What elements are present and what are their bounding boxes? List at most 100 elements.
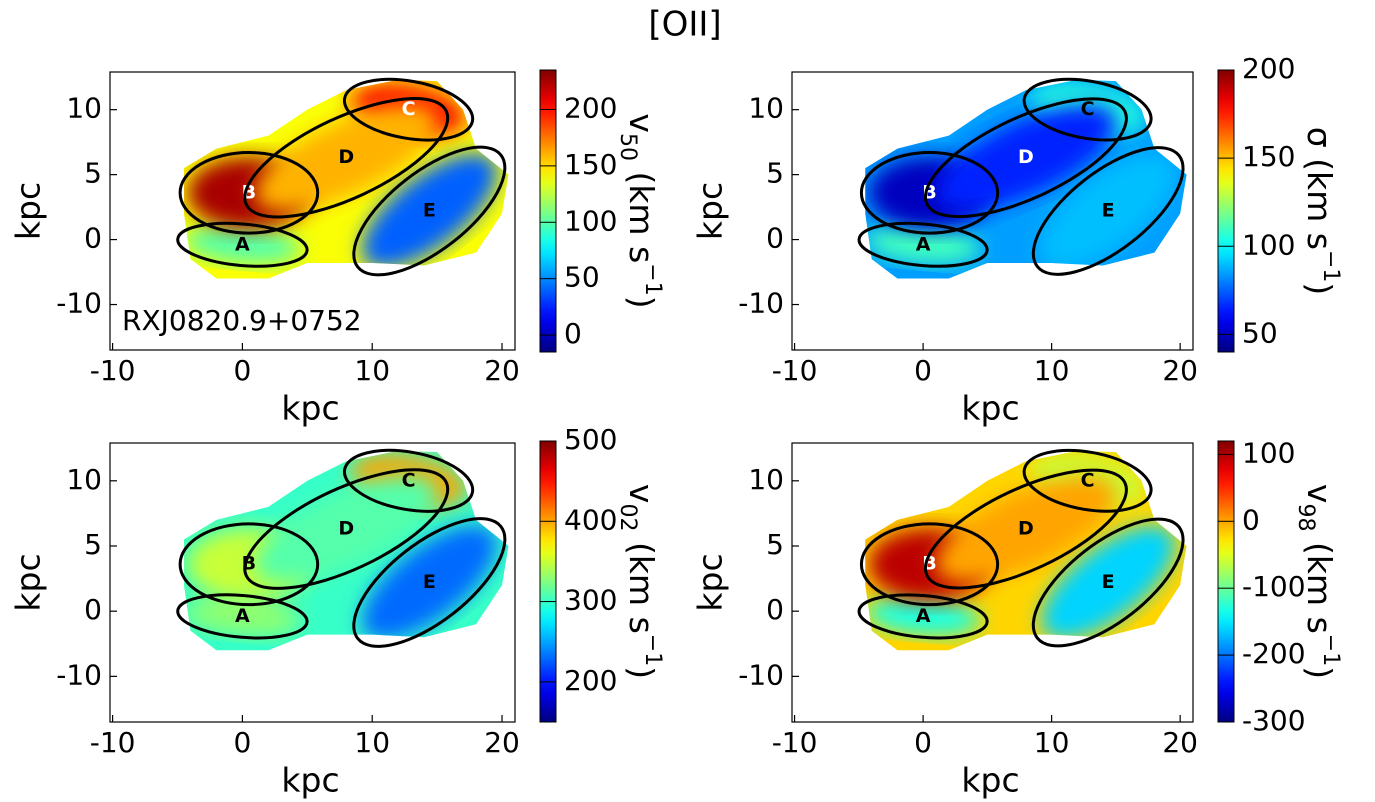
region-outline [176, 593, 309, 640]
colorbar-tick-label: 200 [564, 91, 617, 124]
region-outline [857, 221, 989, 268]
x-tick-label: -10 [772, 354, 818, 387]
region-fill [865, 597, 981, 636]
annotation: RXJ0820.9+0752 [122, 304, 362, 337]
y-tick-label: 5 [84, 528, 102, 561]
y-tick-label: -10 [56, 658, 102, 691]
colorbar-tick-label: 50 [1242, 316, 1278, 349]
region-label: A [916, 233, 931, 255]
region-label: C [1081, 98, 1095, 120]
colorbar-tick-label: 500 [564, 423, 617, 456]
colorbar-tick-label: 200 [1242, 52, 1295, 85]
region-outline [178, 151, 320, 235]
y-tick-label: -10 [56, 287, 102, 320]
region-outline [859, 522, 1000, 607]
region-outline [352, 145, 507, 277]
region-outline [243, 97, 450, 219]
x-tick-label: 0 [233, 354, 251, 387]
colorbar-label: v98 (km s−1) [1294, 484, 1344, 679]
region-fill [361, 525, 498, 640]
y-tick-label: 5 [84, 157, 102, 190]
region-fill [1040, 525, 1176, 640]
y-tick-label: 0 [766, 593, 784, 626]
x-tick-label: 20 [1162, 354, 1198, 387]
region-fill [361, 153, 498, 269]
y-tick-label: 5 [766, 157, 784, 190]
region-fill [254, 475, 438, 583]
x-tick-label: 10 [354, 354, 390, 387]
colorbar-tick-label: 150 [564, 148, 617, 181]
axes-frame [109, 71, 516, 351]
region-fill [184, 225, 301, 265]
colorbar-tick-label: 100 [1242, 436, 1295, 469]
region-outline [1022, 77, 1153, 142]
colorbar-tick-label: -300 [1242, 704, 1306, 737]
y-tick-label: 10 [66, 463, 102, 496]
colorbar-tick-label: 0 [564, 317, 582, 350]
region-outline [859, 151, 1000, 235]
region-outline [923, 97, 1128, 219]
y-tick-label: 0 [766, 222, 784, 255]
x-axis-label: kpc [961, 389, 1019, 428]
x-axis-label: kpc [281, 761, 339, 800]
y-tick-label: 10 [748, 92, 784, 125]
x-axis-label: kpc [281, 389, 339, 428]
region-outline [176, 221, 309, 268]
colorbar-tick-label: -100 [1242, 570, 1306, 603]
y-tick-label: -10 [738, 658, 784, 691]
y-tick-label: 5 [766, 528, 784, 561]
region-outline [1022, 448, 1153, 513]
region-label: A [916, 605, 931, 627]
colorbar-tick-label: -200 [1242, 637, 1306, 670]
axes-frame [791, 442, 1194, 723]
region-label: A [235, 233, 250, 255]
region-outline [1031, 517, 1185, 648]
x-tick-label: 0 [914, 726, 932, 759]
region-fill [1040, 153, 1176, 269]
region-label: D [1018, 146, 1034, 168]
axes-frame [109, 442, 516, 723]
x-tick-label: 0 [914, 354, 932, 387]
colorbar-label: v02 (km s−1) [616, 484, 666, 679]
colorbar-tick-label: 100 [1242, 228, 1295, 261]
region-label: E [423, 200, 436, 222]
region-outline [342, 448, 475, 513]
region-fill [865, 225, 981, 265]
x-tick-label: -10 [90, 354, 136, 387]
y-axis-label: kpc [691, 182, 730, 240]
x-tick-label: -10 [90, 726, 136, 759]
axes-frame [791, 71, 1194, 351]
x-tick-label: 0 [233, 726, 251, 759]
region-outline [342, 77, 475, 142]
x-tick-label: 20 [1162, 726, 1198, 759]
y-axis-label: kpc [9, 553, 48, 611]
x-tick-label: 20 [484, 726, 520, 759]
y-axis-label: kpc [691, 553, 730, 611]
region-fill [184, 597, 301, 636]
region-outline [857, 593, 989, 640]
y-tick-label: 0 [84, 222, 102, 255]
region-fill [935, 104, 1117, 211]
y-tick-label: -10 [738, 287, 784, 320]
colorbar-label: σ (km s−1) [1301, 127, 1344, 296]
region-label: D [1018, 518, 1034, 540]
region-label: D [338, 518, 354, 540]
x-tick-label: -10 [772, 726, 818, 759]
colorbar-tick-label: 0 [1242, 503, 1260, 536]
colorbar-tick-label: 150 [1242, 140, 1295, 173]
colorbar [1217, 440, 1235, 723]
x-tick-label: 20 [484, 354, 520, 387]
region-label: C [402, 469, 416, 491]
y-tick-label: 10 [748, 463, 784, 496]
colorbar [539, 440, 557, 723]
colorbar [539, 69, 557, 353]
region-label: E [423, 571, 436, 593]
region-fill [935, 476, 1117, 583]
x-tick-label: 10 [1034, 354, 1070, 387]
region-label: A [235, 605, 250, 627]
colorbar-tick-label: 200 [564, 664, 617, 697]
colorbar-tick-label: 400 [564, 503, 617, 536]
